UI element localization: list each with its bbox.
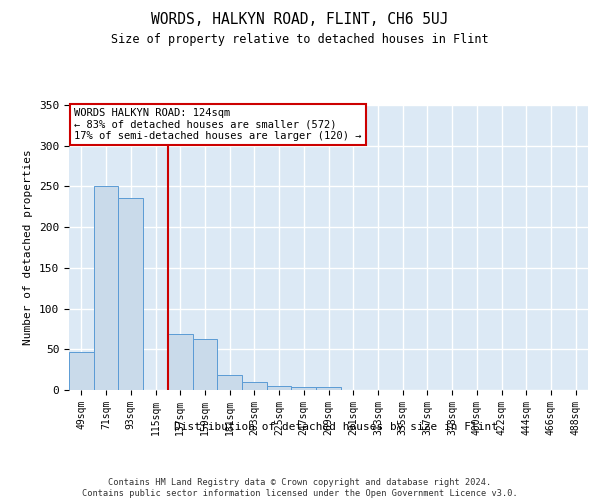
Bar [94,186,118,390]
Text: Distribution of detached houses by size in Flint: Distribution of detached houses by size … [174,422,498,432]
Bar [193,338,217,390]
Bar [69,352,94,390]
Bar [242,382,267,390]
Bar [118,198,143,390]
Bar [292,386,316,390]
Text: Contains HM Land Registry data © Crown copyright and database right 2024.
Contai: Contains HM Land Registry data © Crown c… [82,478,518,498]
Text: WORDS HALKYN ROAD: 124sqm
← 83% of detached houses are smaller (572)
17% of semi: WORDS HALKYN ROAD: 124sqm ← 83% of detac… [74,108,362,141]
Text: WORDS, HALKYN ROAD, FLINT, CH6 5UJ: WORDS, HALKYN ROAD, FLINT, CH6 5UJ [151,12,449,28]
Y-axis label: Number of detached properties: Number of detached properties [23,150,34,346]
Bar [168,334,193,390]
Bar [316,386,341,390]
Text: Size of property relative to detached houses in Flint: Size of property relative to detached ho… [111,32,489,46]
Bar [217,376,242,390]
Bar [267,386,292,390]
